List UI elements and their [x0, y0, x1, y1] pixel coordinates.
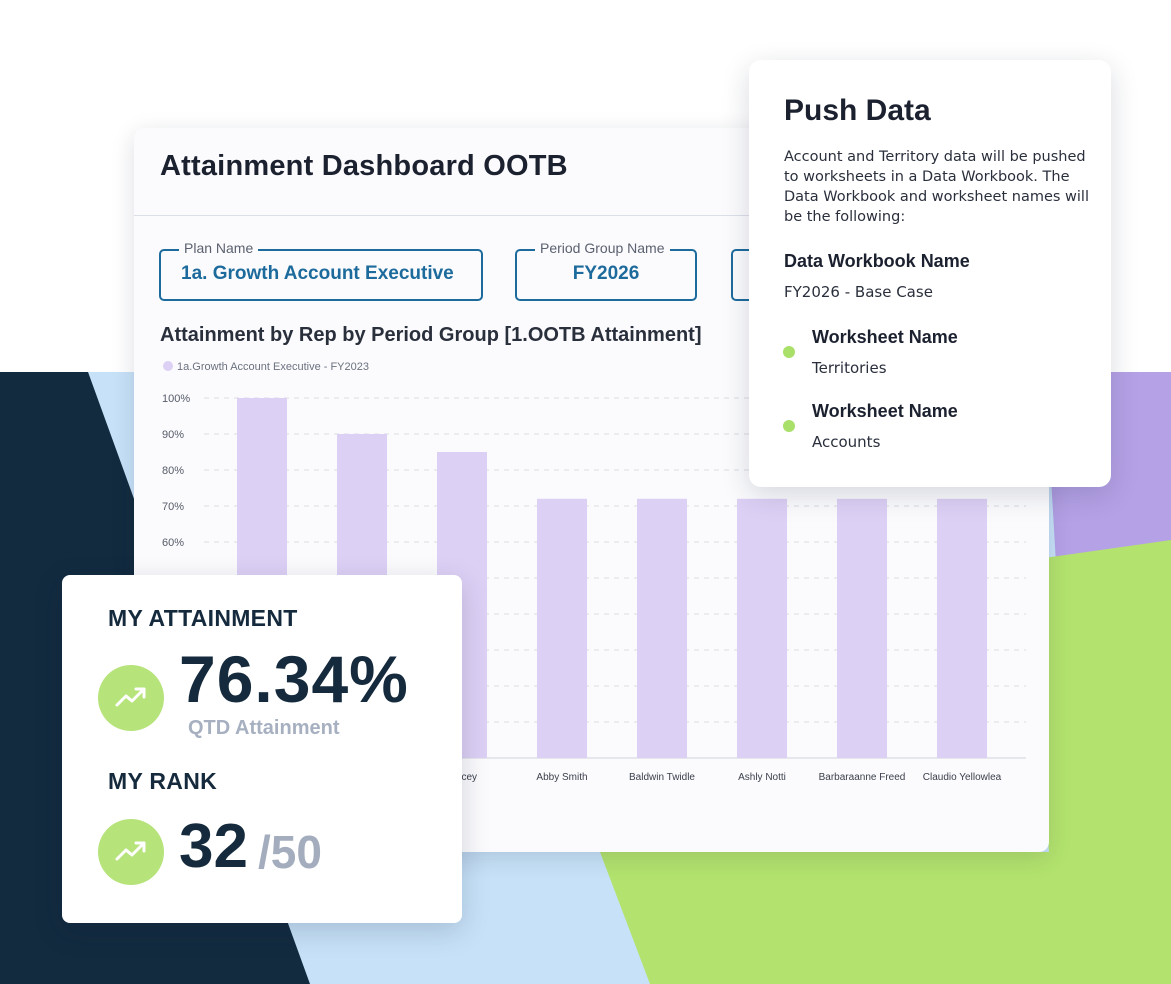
push-data-description: Account and Territory data will be pushe…: [784, 149, 1089, 225]
chart-bar[interactable]: [537, 498, 587, 758]
plan-name-value: 1a. Growth Account Executive: [181, 263, 454, 284]
y-tick-label: 70%: [162, 501, 184, 513]
dashboard-title: Attainment Dashboard OOTB: [160, 150, 568, 182]
rank-total: /50: [258, 826, 322, 878]
worksheet-name-value: Accounts: [812, 433, 881, 451]
plan-name-filter[interactable]: Plan Name 1a. Growth Account Executive: [159, 240, 483, 301]
x-category-label: Ashly Notti: [738, 772, 786, 783]
x-category-label: Kelcey: [447, 772, 477, 783]
trending-up-icon: [98, 819, 164, 885]
y-tick-label: 80%: [162, 465, 184, 477]
worksheet-bullet-dot: [783, 346, 795, 358]
my-rank-heading: MY RANK: [108, 768, 218, 794]
legend-swatch: [163, 361, 173, 371]
y-tick-label: 60%: [162, 537, 184, 549]
trending-up-icon: [98, 665, 164, 731]
x-category-label: Abby Smith: [536, 772, 587, 783]
attainment-bar-chart: 100% 90% 80% 70% 60% Kelcey Abby Smith Baldwin …: [162, 393, 1026, 783]
qtd-attainment-caption: QTD Attainment: [188, 717, 340, 739]
legend-label: 1a.Growth Account Executive - FY2023: [177, 361, 369, 373]
push-data-card: Push Data Account and Territory data wil…: [749, 60, 1111, 487]
chart-bar[interactable]: [737, 498, 787, 758]
period-group-filter[interactable]: Period Group Name FY2026: [515, 240, 697, 301]
worksheet-name-heading: Worksheet Name: [812, 327, 958, 347]
chart-bar[interactable]: [637, 498, 687, 758]
x-category-label: Barbaraanne Freed: [819, 772, 906, 783]
worksheet-bullet-dot: [783, 420, 795, 432]
header-divider: [134, 215, 1049, 216]
worksheet-name-value: Territories: [812, 359, 887, 377]
chart-title: Attainment by Rep by Period Group [1.OOT…: [160, 324, 702, 346]
y-tick-label: 90%: [162, 429, 184, 441]
worksheet-name-heading: Worksheet Name: [812, 401, 958, 421]
plan-name-label: Plan Name: [179, 240, 259, 256]
workbook-name-value: FY2026 - Base Case: [784, 283, 933, 301]
my-attainment-card: MY ATTAINMENT 76.34% QTD Attainment MY R…: [62, 575, 462, 923]
bg-green-shape: [600, 540, 1171, 984]
period-group-label: Period Group Name: [535, 240, 670, 256]
y-tick-label: 100%: [162, 393, 190, 405]
rank-value: 32: [179, 812, 248, 881]
my-attainment-heading: MY ATTAINMENT: [108, 605, 298, 631]
chart-bar[interactable]: [837, 498, 887, 758]
x-category-label: Claudio Yellowlea: [923, 772, 1002, 783]
workbook-name-heading: Data Workbook Name: [784, 251, 970, 271]
push-data-title: Push Data: [784, 94, 931, 127]
attainment-percentage: 76.34%: [179, 642, 409, 716]
chart-legend: 1a.Growth Account Executive - FY2023: [163, 361, 369, 373]
period-group-value: FY2026: [572, 263, 640, 284]
chart-bar[interactable]: [937, 498, 987, 758]
x-category-label: Baldwin Twidle: [629, 772, 695, 783]
